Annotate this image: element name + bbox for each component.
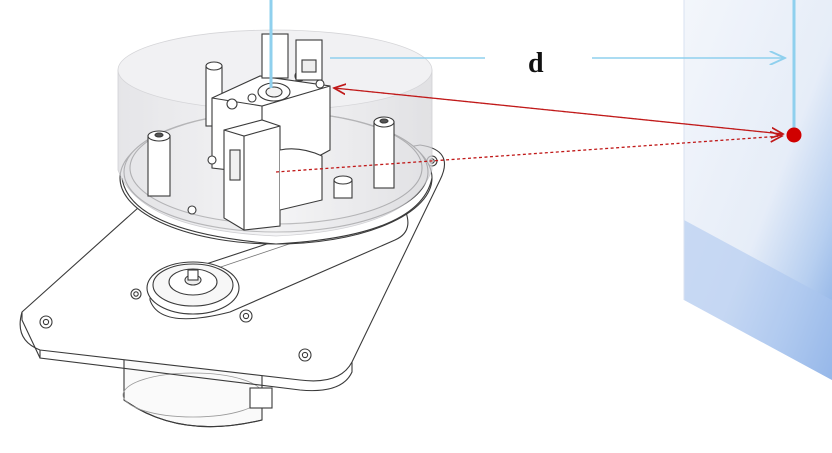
motor-assembly [19,29,445,428]
distance-label: d [528,48,544,79]
target-point [786,127,802,143]
target-wall [683,0,832,380]
sensor-head [187,33,331,231]
laser-emit-beam [275,136,782,173]
laser-return-beam-reverse [333,87,783,134]
pulley [146,261,240,315]
